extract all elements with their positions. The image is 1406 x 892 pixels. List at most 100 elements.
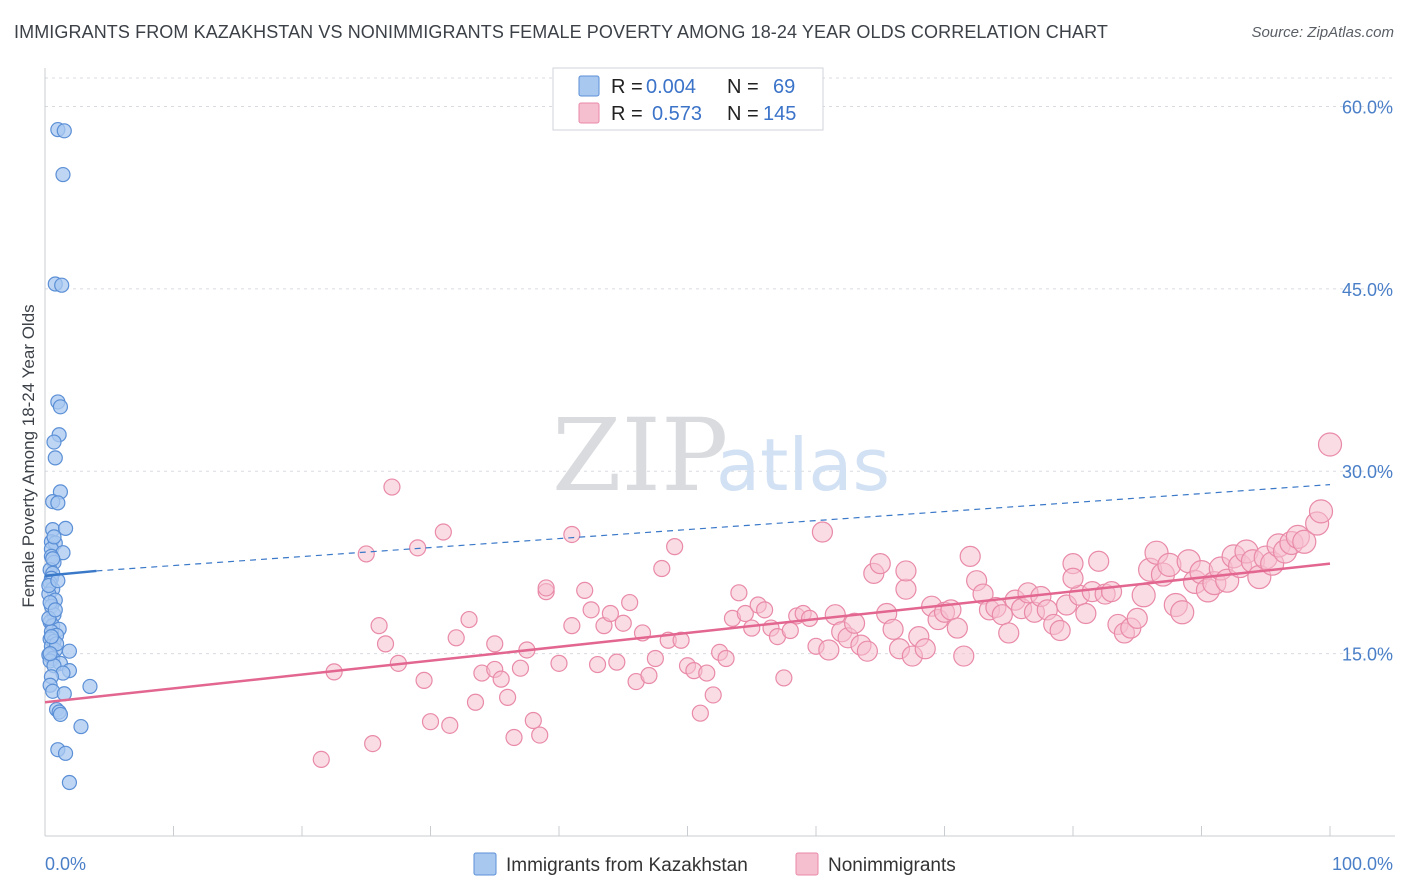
kazakhstan-point	[45, 551, 61, 567]
nonimmigrant-point	[704, 686, 722, 704]
kazakhstan-point	[50, 495, 66, 511]
nonimmigrant-point	[524, 711, 542, 730]
nonimmigrant-point	[531, 726, 549, 744]
nonimmigrant-point	[409, 539, 427, 557]
nonimmigrant-point	[1062, 567, 1084, 589]
y-axis-label: Female Poverty Among 18-24 Year Olds	[19, 304, 38, 607]
kazakhstan-point	[54, 277, 70, 293]
nonimmigrant-point	[666, 538, 684, 556]
nonimmigrant-point	[383, 478, 401, 496]
kazakhstan-point	[82, 678, 98, 695]
nonimmigrant-point	[646, 649, 664, 668]
nonimmigrant-point	[882, 618, 904, 640]
kazakhstan-point	[57, 520, 74, 536]
kazakhstan-points	[41, 121, 98, 791]
kazakhstan-point	[73, 718, 89, 735]
kazakhstan-point	[55, 166, 71, 183]
nonimmigrant-point	[312, 750, 330, 769]
nonimmigrant-point	[1100, 581, 1123, 603]
nonimmigrant-point	[818, 639, 840, 661]
kazakhstan-point	[47, 602, 63, 618]
nonimmigrant-point	[621, 593, 639, 612]
nonimmigrant-point	[811, 521, 834, 543]
nonimmigrant-point	[1049, 619, 1071, 642]
y-tick-label: 30.0%	[1342, 462, 1393, 482]
nonimmigrant-point	[550, 654, 568, 672]
nonimmigrant-point	[1308, 499, 1334, 524]
nonimmigrant-point	[434, 523, 452, 541]
nonimmigrant-point	[653, 559, 671, 578]
nonimmigrant-point	[511, 659, 530, 677]
stats-legend: R = 0.004 N = 69 R = 0.573 N = 145	[552, 67, 824, 131]
nonimmigrants-trend-line	[44, 562, 1331, 704]
legend-swatch-pink	[578, 102, 600, 124]
nonimmigrant-point	[717, 649, 735, 668]
nonimmigrant-point	[736, 604, 754, 623]
nonimmigrant-point	[691, 704, 709, 722]
nonimmigrant-point	[370, 617, 388, 635]
watermark-zip: ZIP	[552, 397, 728, 514]
nonimmigrant-point	[582, 601, 600, 619]
x-tick-labels: 0.0% 100.0%	[45, 854, 1393, 874]
nonimmigrant-point	[492, 670, 510, 688]
bottom-legend-label-pink: Nonimmigrants	[828, 855, 956, 876]
nonimmigrant-point	[415, 671, 433, 689]
chart-title: IMMIGRANTS FROM KAZAKHSTAN VS NONIMMIGRA…	[14, 22, 1108, 42]
x-tick-label: 0.0%	[45, 854, 86, 874]
y-tick-label: 60.0%	[1342, 97, 1393, 117]
nonimmigrant-point	[1088, 550, 1110, 572]
nonimmigrant-point	[672, 631, 690, 649]
legend-r-value-blue: 0.004	[646, 76, 696, 98]
nonimmigrant-point	[376, 635, 395, 653]
legend-r-label-pink: R =	[611, 103, 643, 125]
bottom-legend-swatch-pink	[795, 852, 819, 876]
nonimmigrants-points	[312, 432, 1343, 769]
nonimmigrant-point	[1170, 600, 1195, 625]
legend-swatch-blue	[578, 75, 600, 97]
kazakhstan-trend-extension	[96, 484, 1331, 572]
kazakhstan-point	[56, 123, 72, 139]
bottom-legend-swatch-blue	[473, 852, 497, 876]
nonimmigrant-point	[447, 629, 465, 647]
y-tick-label: 15.0%	[1342, 645, 1393, 665]
x-tick-label: 100.0%	[1332, 854, 1393, 874]
nonimmigrant-point	[486, 635, 504, 653]
nonimmigrant-point	[743, 619, 761, 637]
kazakhstan-point	[42, 646, 58, 662]
nonimmigrant-point	[563, 617, 581, 635]
nonimmigrant-point	[357, 545, 375, 563]
legend-n-value-pink: 145	[763, 103, 796, 125]
nonimmigrant-point	[781, 621, 799, 640]
kazakhstan-point	[57, 745, 74, 761]
nonimmigrant-point	[775, 669, 793, 687]
nonimmigrant-point	[843, 612, 866, 634]
kazakhstan-point	[61, 643, 78, 659]
nonimmigrant-point	[364, 734, 382, 753]
legend-n-value-blue: 69	[773, 76, 795, 98]
watermark: ZIP atlas	[552, 397, 890, 514]
y-tick-label: 45.0%	[1342, 280, 1393, 300]
nonimmigrant-point	[466, 693, 485, 711]
legend-n-label-pink: N =	[727, 103, 759, 125]
kazakhstan-point	[52, 706, 69, 723]
nonimmigrant-point	[588, 655, 607, 674]
nonimmigrant-point	[895, 560, 917, 582]
nonimmigrant-point	[640, 666, 658, 685]
nonimmigrant-point	[755, 601, 774, 619]
nonimmigrant-point	[856, 640, 879, 662]
bottom-legend: Immigrants from Kazakhstan Nonimmigrants	[473, 852, 956, 876]
nonimmigrant-point	[1292, 529, 1317, 554]
nonimmigrant-point	[698, 664, 716, 682]
legend-r-value-pink: 0.573	[652, 103, 702, 125]
source-credit: Source: ZipAtlas.com	[1251, 24, 1394, 41]
kazakhstan-point	[47, 450, 63, 466]
nonimmigrant-point	[1075, 602, 1097, 625]
nonimmigrant-point	[460, 610, 478, 629]
nonimmigrant-point	[998, 622, 1020, 644]
kazakhstan-point	[61, 774, 78, 791]
nonimmigrant-point	[608, 653, 626, 671]
nonimmigrant-point	[730, 584, 748, 602]
nonimmigrant-point	[895, 578, 917, 600]
nonimmigrant-point	[869, 553, 891, 575]
